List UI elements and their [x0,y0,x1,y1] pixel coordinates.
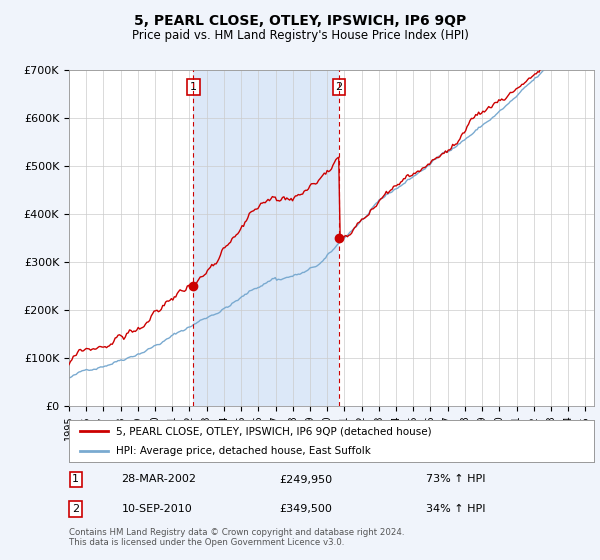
Text: £249,950: £249,950 [279,474,332,484]
Text: £349,500: £349,500 [279,504,332,514]
Text: 5, PEARL CLOSE, OTLEY, IPSWICH, IP6 9QP (detached house): 5, PEARL CLOSE, OTLEY, IPSWICH, IP6 9QP … [116,426,432,436]
Text: 34% ↑ HPI: 34% ↑ HPI [426,504,485,514]
Text: HPI: Average price, detached house, East Suffolk: HPI: Average price, detached house, East… [116,446,371,456]
Text: 1: 1 [190,82,197,92]
Bar [193,70,339,406]
Text: 1: 1 [73,474,79,484]
Text: 5, PEARL CLOSE, OTLEY, IPSWICH, IP6 9QP: 5, PEARL CLOSE, OTLEY, IPSWICH, IP6 9QP [134,14,466,28]
Text: 2: 2 [72,504,79,514]
Text: 2: 2 [335,82,343,92]
Text: Contains HM Land Registry data © Crown copyright and database right 2024.
This d: Contains HM Land Registry data © Crown c… [69,528,404,547]
Text: 28-MAR-2002: 28-MAR-2002 [121,474,197,484]
Text: Price paid vs. HM Land Registry's House Price Index (HPI): Price paid vs. HM Land Registry's House … [131,29,469,42]
Text: 10-SEP-2010: 10-SEP-2010 [121,504,192,514]
Text: 73% ↑ HPI: 73% ↑ HPI [426,474,485,484]
